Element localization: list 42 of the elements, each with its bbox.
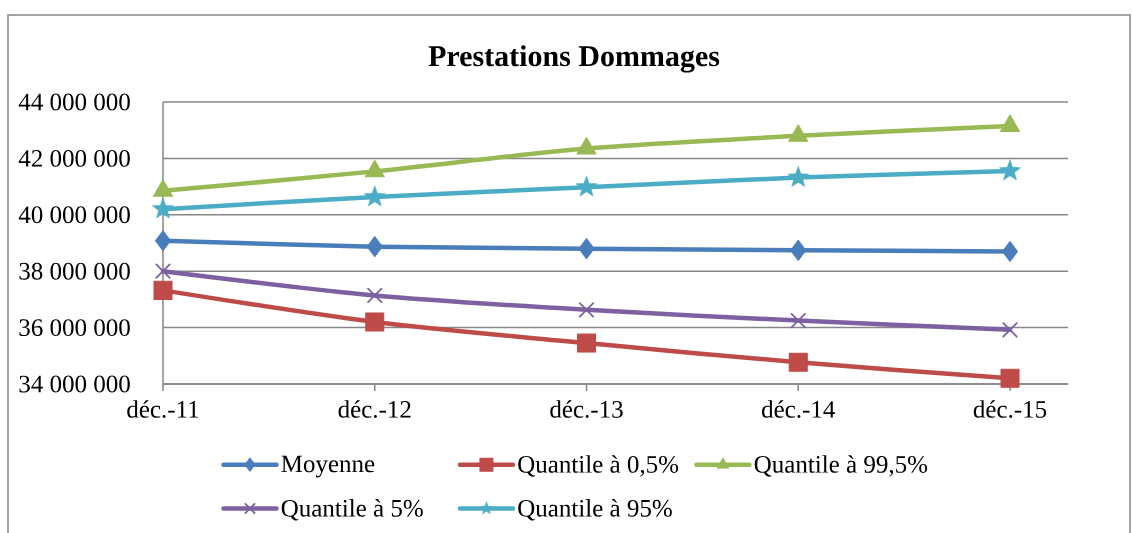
point	[367, 287, 383, 304]
point	[577, 333, 596, 353]
point	[1000, 368, 1020, 388]
y-tick-label: 34 000 000	[19, 375, 130, 393]
chart-title: Prestations Dommages	[428, 45, 720, 73]
legend-label: Moyenne	[281, 455, 375, 478]
point	[788, 352, 808, 372]
point	[788, 124, 809, 142]
x-tick-label: déc.-13	[550, 400, 623, 418]
point	[790, 312, 806, 329]
point	[366, 236, 383, 258]
point	[364, 159, 385, 178]
point	[365, 312, 385, 332]
point	[1002, 240, 1019, 262]
point	[152, 179, 174, 197]
point	[152, 197, 174, 219]
legend-label: Quantile à 0,5%	[518, 455, 679, 477]
x-tick-label: déc.-12	[338, 400, 411, 418]
legend-label: Quantile à 5%	[281, 499, 423, 521]
point	[155, 263, 171, 279]
y-tick-label: 44 000 000	[18, 93, 130, 111]
x-tick-label: déc.-11	[127, 400, 199, 418]
point	[999, 159, 1021, 181]
y-tick-label: 40 000 000	[18, 206, 130, 224]
point	[1002, 322, 1018, 338]
point	[999, 114, 1021, 132]
legend-label: Quantile à 99,5%	[754, 455, 928, 477]
point	[578, 238, 595, 260]
point	[790, 239, 807, 261]
legend-label: Quantile à 95%	[518, 499, 672, 521]
x-tick-label: déc.-15	[973, 400, 1047, 418]
point	[575, 175, 598, 197]
point	[153, 280, 173, 300]
x-tick-label: déc.-14	[762, 400, 835, 418]
y-tick-label: 36 000 000	[19, 319, 130, 337]
point	[155, 230, 171, 252]
point	[576, 137, 597, 155]
y-tick-label: 42 000 000	[18, 149, 130, 167]
y-tick-label: 38 000 000	[19, 262, 130, 280]
point	[787, 166, 810, 187]
point	[363, 185, 386, 207]
point	[578, 302, 595, 318]
